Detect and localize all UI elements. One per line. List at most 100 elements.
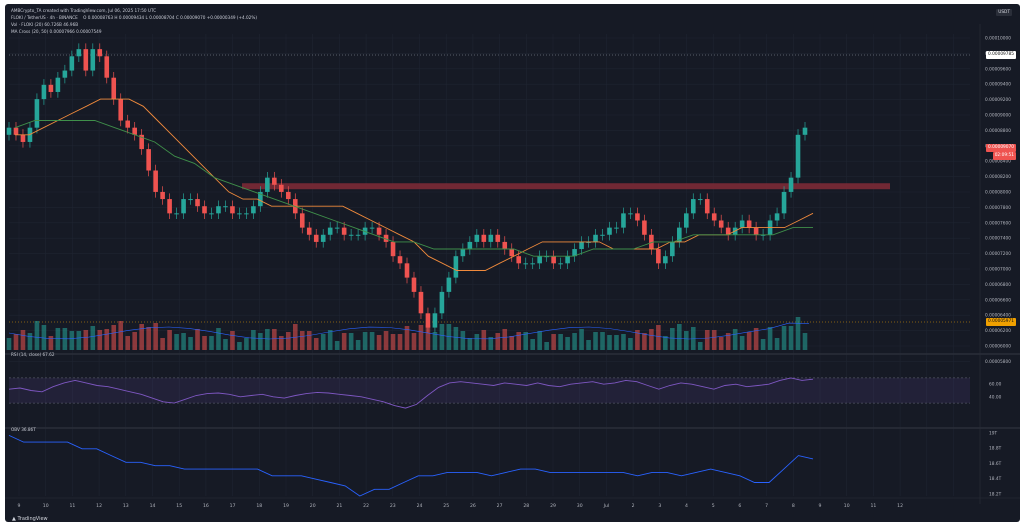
volume-bar [188,337,193,350]
obv-legend[interactable]: OBV 36.86T [11,427,36,432]
time-tick-label: 16 [203,503,209,509]
volume-bar [781,326,787,350]
candle-body [446,277,452,292]
time-axis: 9 10 11 12 13 14 15 16 17 18 19 20 21 22 23 24 25 26 27 28 2… [5,497,1020,509]
candle-body [558,263,563,265]
chart-canvas: 60.00 40.00 19T 18.8T 18.6T 18.4T 18.2T 0.000… [5,24,1020,509]
time-tick-label: 2 [632,503,635,509]
candle-body [607,227,612,235]
current-price-label: 0.00009070 [986,144,1016,152]
rsi-legend[interactable]: RSI (14, close) 67.62 [11,352,55,357]
candle-body [628,213,633,215]
candle-body [649,234,654,250]
time-tick-label: 14 [150,503,156,509]
pane-separators [5,353,1020,429]
candle-body [202,206,207,214]
volume-bar [362,332,368,350]
time-tick-label: 23 [390,503,396,509]
candle-body [146,149,151,171]
candle-body [544,256,549,258]
candle-body [642,220,647,235]
countdown-label: 02:09:51 [992,152,1016,160]
candle-body [62,70,68,78]
volume-bar [439,324,445,350]
volume-bar [418,325,424,350]
time-tick-label: 12 [96,503,102,509]
volume-bar [432,332,438,350]
volume-bar [216,328,221,350]
time-tick-label: 30 [577,503,583,509]
time-tick-label: 13 [123,503,129,509]
price-tick-label: 0.00010000 [985,36,1011,42]
candle-body [83,49,89,71]
volume-bar [334,341,340,350]
volume-bar [697,342,703,350]
volume-bar [76,331,82,350]
moving-averages [8,98,814,340]
volume-bar [258,333,263,350]
tradingview-logo[interactable]: ▲ TradingView [12,516,48,522]
candle-body [425,313,431,328]
candle-body [802,127,808,135]
volume-bar [649,329,654,350]
candle-body [614,227,619,229]
candle-body [390,241,396,257]
candle-body [663,256,668,264]
volume-bar [181,333,186,350]
time-tick-label: 20 [310,503,316,509]
volume-bar [265,329,270,350]
volume-bar [327,330,333,350]
volume-bar [48,336,54,350]
candle-body [348,234,354,236]
chart-frame: 60.00 40.00 19T 18.8T 18.6T 18.4T 18.2T 0.000… [5,4,1020,522]
volume-bar [306,331,312,350]
candle-body [432,313,438,328]
volume-bar [299,331,305,350]
volume-bar [404,326,410,350]
candle-body [439,291,445,314]
volume-bar [683,331,689,350]
candlesticks [6,43,808,334]
volume-bar [593,332,598,350]
volume-bar [279,336,284,350]
price-tick-label: 0.00007400 [985,236,1011,242]
candle-body [41,84,47,100]
candle-body [34,99,40,128]
price-tick-label: 0.00008800 [985,128,1011,134]
symbol-title[interactable]: FLOKI / TetherUS · 4h · BINANCE [11,15,78,20]
candle-body [209,213,214,215]
volume-bar [13,334,19,350]
candle-body [355,234,361,236]
volume-bar [34,321,40,350]
candle-body [481,234,487,242]
candle-body [265,177,270,192]
candle-body [341,227,347,235]
candle-body [621,213,626,228]
volume-bar [656,325,661,350]
candle-body [279,184,284,192]
resistance-zone [242,183,890,190]
volume-bar [55,328,61,350]
volume-bar [320,334,326,350]
candle-body [781,191,787,214]
volume-bar [146,327,151,350]
grid [9,34,970,496]
price-tick-label: 0.00009400 [985,82,1011,88]
candle-body [181,199,186,214]
volume-bar [27,333,33,350]
volume-bar [711,330,717,350]
candle-body [411,277,417,292]
volume-bar [251,330,256,350]
candle-body [502,241,508,250]
candle-body [223,206,228,208]
candle-body [104,56,110,78]
time-tick-label: 17 [230,503,236,509]
ma-cross-legend[interactable]: MA Cross (20, 50) 0.00007966 0.00007549 [11,29,102,34]
currency-unit[interactable]: USDT [996,9,1012,16]
volume-bar [572,333,577,350]
candle-body [683,213,689,228]
candle-body [509,249,515,257]
volume-bar [516,332,522,350]
volume-legend[interactable]: Vol · FLOKI (20) 60.726B 46.96B [11,22,79,27]
time-tick-label: 28 [523,503,529,509]
